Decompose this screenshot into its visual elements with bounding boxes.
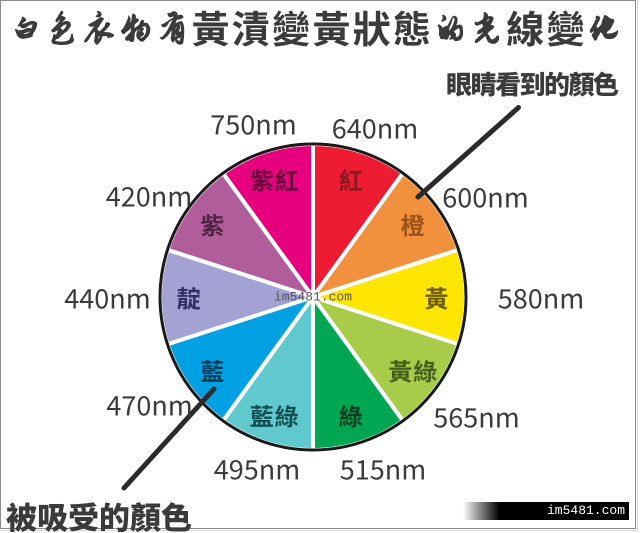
svg-text:藍: 藍 [200, 352, 225, 387]
svg-text:橙: 橙 [401, 207, 426, 242]
svg-text:im5481.com: im5481.com [274, 290, 352, 305]
svg-text:綠: 綠 [339, 397, 364, 432]
svg-text:黃: 黃 [424, 280, 449, 315]
svg-text:靛: 靛 [177, 280, 202, 315]
svg-text:黃綠: 黃綠 [388, 352, 438, 387]
svg-text:紫紅: 紫紅 [250, 162, 300, 197]
svg-text:紫: 紫 [200, 207, 225, 242]
svg-text:紅: 紅 [339, 162, 364, 197]
svg-text:藍綠: 藍綠 [250, 397, 300, 432]
